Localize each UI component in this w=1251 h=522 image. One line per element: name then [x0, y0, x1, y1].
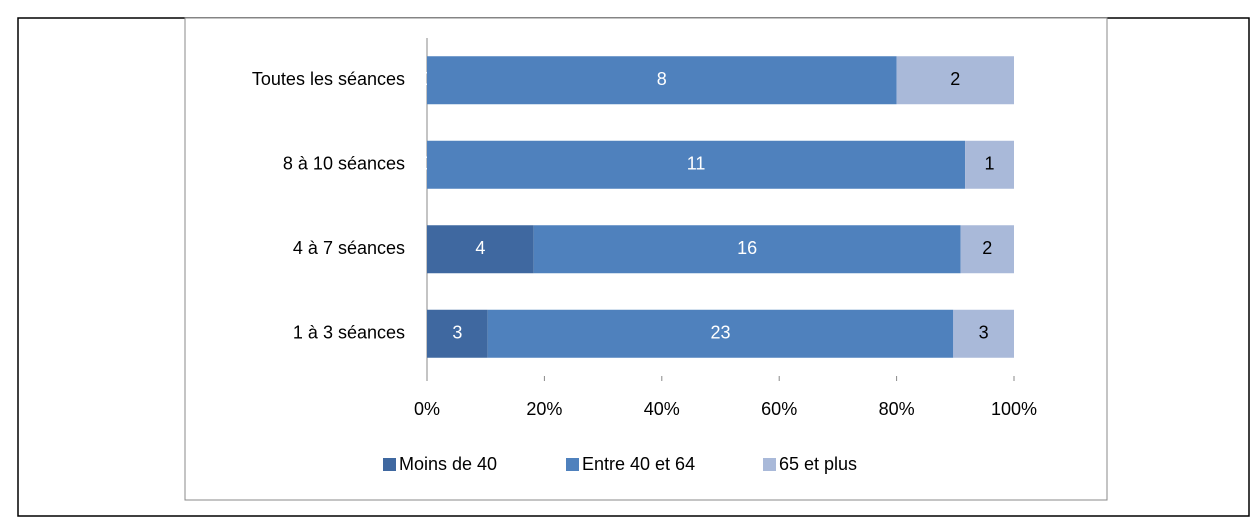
- data-label: 1: [985, 154, 995, 174]
- bar-segment: [896, 56, 1014, 105]
- legend-swatch: [566, 458, 579, 471]
- y-tick-label: Toutes les séances: [252, 69, 405, 89]
- bar-segment: [427, 225, 534, 274]
- bar-segment: [960, 225, 1014, 274]
- legend-label: 65 et plus: [779, 454, 857, 474]
- data-label: 2: [982, 238, 992, 258]
- x-tick-label: 20%: [526, 399, 562, 419]
- data-label: 2: [950, 69, 960, 89]
- x-tick-label: 80%: [879, 399, 915, 419]
- y-tick-label: 8 à 10 séances: [283, 154, 405, 174]
- data-label: 3: [979, 323, 989, 343]
- bar-segment: [953, 309, 1014, 358]
- legend-label: Moins de 40: [399, 454, 497, 474]
- data-label: 16: [737, 238, 757, 258]
- bar-segment: [427, 56, 897, 105]
- bar-segment: [533, 225, 961, 274]
- x-tick-label: 100%: [991, 399, 1037, 419]
- data-label: 8: [657, 69, 667, 89]
- legend-swatch: [763, 458, 776, 471]
- y-tick-label: 4 à 7 séances: [293, 238, 405, 258]
- x-tick-label: 40%: [644, 399, 680, 419]
- bar-segment: [965, 140, 1014, 189]
- y-tick-label: 1 à 3 séances: [293, 323, 405, 343]
- x-tick-label: 0%: [414, 399, 440, 419]
- legend-label: Entre 40 et 64: [582, 454, 695, 474]
- bar-segment: [427, 309, 488, 358]
- data-label: 3: [452, 323, 462, 343]
- data-label: 23: [710, 323, 730, 343]
- data-label: 11: [687, 154, 706, 174]
- data-label: 4: [475, 238, 485, 258]
- bar-segment: [487, 309, 954, 358]
- x-tick-label: 60%: [761, 399, 797, 419]
- bar-segment: [427, 140, 966, 189]
- legend-swatch: [383, 458, 396, 471]
